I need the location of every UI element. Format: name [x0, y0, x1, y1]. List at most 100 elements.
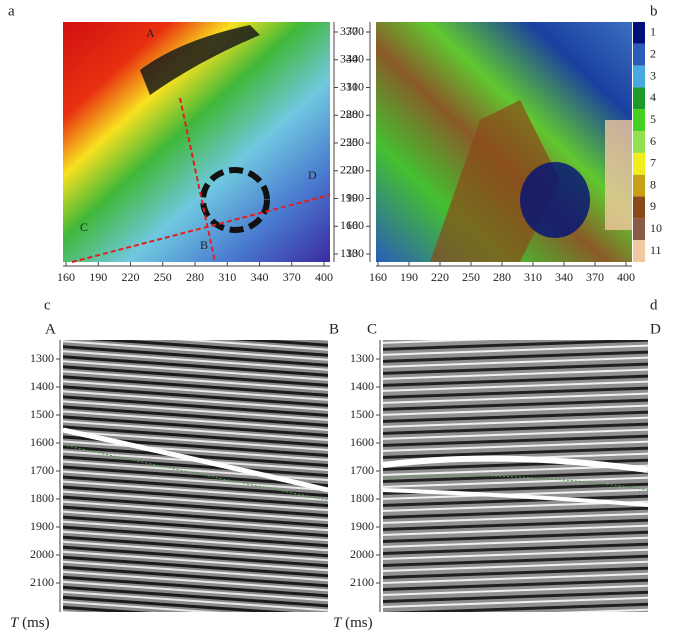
horizon [62, 444, 329, 501]
legend-label: 5 [650, 112, 656, 126]
point-label: B [200, 238, 208, 252]
x-tick-label: 280 [493, 270, 511, 284]
y-tick-label: 1600 [30, 435, 54, 449]
y-tick-label: 190 [340, 190, 358, 204]
legend-swatch [633, 87, 645, 110]
section-end: A [45, 321, 56, 337]
legend: 1 2 3 4 5 6 7 8 9 10 11 [633, 22, 662, 262]
y-tick-label: 370 [346, 24, 364, 38]
dark-zone [140, 25, 260, 95]
legend-swatch [633, 152, 645, 175]
x-tick-label: 370 [283, 270, 301, 284]
y-tick-label: 250 [340, 135, 358, 149]
region [520, 162, 590, 238]
y-tick-label: 310 [346, 79, 364, 93]
x-tick-label: 280 [186, 270, 204, 284]
legend-swatch [633, 218, 645, 241]
x-tick-label: 370 [586, 270, 604, 284]
legend-swatch [633, 240, 645, 262]
legend-label: 1 [650, 25, 656, 39]
x-tick-label: 400 [315, 270, 333, 284]
x-tick-label: 160 [57, 270, 75, 284]
point-label: D [308, 168, 317, 182]
y-tick-label: 370 [340, 24, 358, 38]
axis-unit: (ms) [345, 615, 373, 631]
y-tick-label: 1900 [350, 519, 374, 533]
legend-label: 10 [650, 221, 662, 235]
legend-label: 8 [650, 177, 656, 191]
y-tick-label: 220 [340, 163, 358, 177]
legend-label: 7 [650, 156, 656, 170]
y-tick-label: 250 [346, 135, 364, 149]
y-tick-label: 190 [346, 190, 364, 204]
x-tick-label: 250 [462, 270, 480, 284]
point-label: A [146, 26, 155, 40]
x-tick-label: 340 [555, 270, 573, 284]
y-tick-label: 1700 [30, 463, 54, 477]
panel-label: b [650, 3, 658, 19]
axis-unit: (ms) [22, 615, 50, 631]
x-tick-label: 220 [122, 270, 140, 284]
x-tick-label: 160 [369, 270, 387, 284]
legend-swatch [633, 65, 645, 88]
y-tick-label: 130 [340, 246, 358, 260]
horizon [382, 475, 649, 491]
dark-zone [200, 167, 270, 233]
legend-label: 3 [650, 68, 656, 82]
reflector [382, 488, 649, 507]
y-tick-label: 1700 [350, 463, 374, 477]
x-tick-label: 190 [400, 270, 418, 284]
legend-label: 4 [650, 90, 656, 104]
x-tick-label: 220 [431, 270, 449, 284]
section-line [179, 97, 216, 263]
panel-label: a [8, 3, 15, 19]
legend-swatch [633, 109, 645, 132]
y-tick-label: 1500 [350, 407, 374, 421]
legend-label: 6 [650, 134, 656, 148]
section-end: B [329, 321, 339, 337]
axis-label: T (ms) [10, 615, 50, 631]
section-line [71, 194, 331, 263]
y-tick-label: 1400 [30, 379, 54, 393]
reflector [62, 427, 329, 493]
axis-var: T [333, 615, 343, 631]
seismic-section [383, 340, 648, 612]
x-tick-label: 250 [154, 270, 172, 284]
x-tick-label: 400 [617, 270, 635, 284]
legend-swatch [633, 43, 645, 66]
section-end: C [367, 321, 377, 337]
y-tick-label: 2100 [350, 575, 374, 589]
legend-swatch [633, 196, 645, 219]
y-tick-label: 2100 [30, 575, 54, 589]
y-tick-label: 280 [340, 107, 358, 121]
y-tick-label: 160 [340, 218, 358, 232]
x-tick-label: 190 [89, 270, 107, 284]
y-tick-label: 310 [340, 79, 358, 93]
panel-label: c [44, 297, 51, 313]
y-tick-label: 1400 [350, 379, 374, 393]
legend-swatch [633, 22, 645, 44]
y-tick-label: 1900 [30, 519, 54, 533]
y-tick-label: 1300 [350, 351, 374, 365]
legend-label: 11 [650, 243, 662, 257]
section-end: D [650, 321, 661, 337]
point-label: C [80, 220, 88, 234]
y-tick-label: 130 [346, 246, 364, 260]
y-tick-label: 2000 [350, 547, 374, 561]
reflector [382, 455, 649, 473]
y-tick-label: 340 [346, 52, 364, 66]
y-tick-label: 1500 [30, 407, 54, 421]
x-tick-label: 310 [218, 270, 236, 284]
y-tick-label: 1600 [350, 435, 374, 449]
axis-label: T (ms) [333, 615, 373, 631]
region [605, 120, 632, 230]
y-tick-label: 2000 [30, 547, 54, 561]
y-tick-label: 340 [340, 52, 358, 66]
y-tick-label: 160 [346, 218, 364, 232]
x-tick-label: 340 [251, 270, 269, 284]
legend-swatch [633, 131, 645, 153]
legend-swatch [633, 174, 645, 197]
seismic-section [63, 340, 328, 612]
axis-var: T [10, 615, 20, 631]
